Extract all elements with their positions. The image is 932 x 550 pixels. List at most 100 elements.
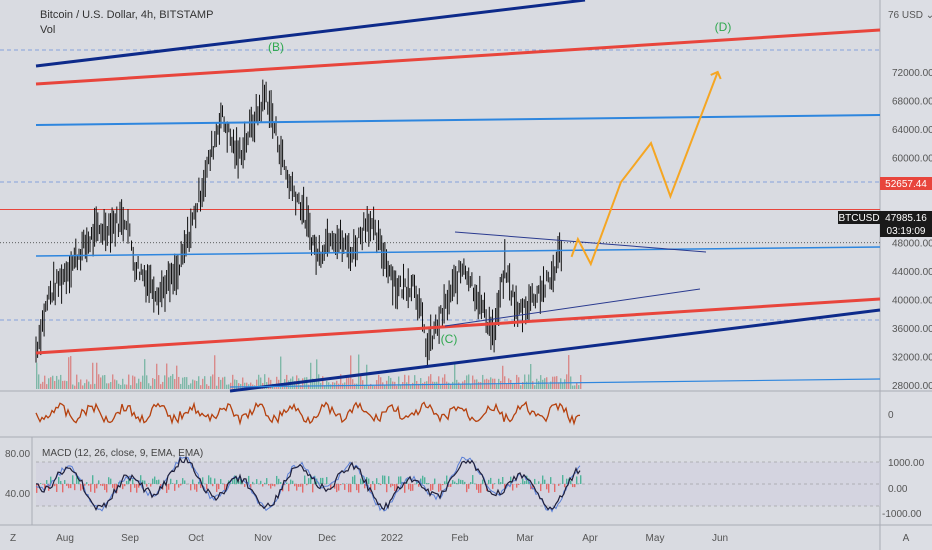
volume-bar bbox=[224, 376, 226, 389]
volume-bar bbox=[372, 385, 374, 389]
volume-bar bbox=[180, 383, 182, 389]
macd-histogram-bar bbox=[580, 475, 582, 484]
volume-bar bbox=[454, 362, 456, 389]
volume-bar bbox=[178, 376, 180, 389]
volume-bar bbox=[564, 379, 566, 389]
volume-bar bbox=[384, 385, 386, 389]
volume-bar bbox=[368, 385, 370, 389]
volume-bar bbox=[146, 375, 148, 389]
volume-bar bbox=[160, 384, 162, 389]
macd-histogram-bar bbox=[570, 480, 572, 484]
volume-bar bbox=[490, 377, 492, 389]
volume-bar bbox=[42, 381, 44, 389]
volume-bar bbox=[234, 379, 236, 389]
macd-histogram-bar bbox=[70, 484, 72, 489]
volume-bar bbox=[566, 374, 568, 389]
volume-bar bbox=[170, 375, 172, 389]
volume-bar bbox=[94, 383, 96, 389]
macd-histogram-bar bbox=[458, 478, 460, 484]
volume-bar bbox=[404, 374, 406, 389]
volume-bar bbox=[118, 383, 120, 389]
volume-bar bbox=[206, 384, 208, 389]
volume-bar bbox=[76, 374, 78, 389]
macd-histogram-bar bbox=[242, 483, 244, 484]
volume-bar bbox=[280, 356, 282, 389]
macd-histogram-bar bbox=[178, 484, 180, 488]
volume-bar bbox=[174, 379, 176, 389]
wave-label-c: (C) bbox=[441, 332, 458, 346]
volume-bar bbox=[236, 379, 238, 389]
volume-bar bbox=[444, 374, 446, 389]
macd-histogram-bar bbox=[54, 484, 56, 487]
macd-histogram-bar bbox=[336, 484, 338, 493]
macd-histogram-bar bbox=[444, 481, 446, 484]
macd-histogram-bar bbox=[256, 479, 258, 484]
volume-bar bbox=[438, 376, 440, 389]
macd-histogram-bar bbox=[554, 484, 556, 493]
volume-bar bbox=[112, 374, 114, 389]
macd-axis-tick-2: 0.00 bbox=[888, 484, 908, 495]
volume-bar bbox=[580, 374, 582, 389]
drawing-lines[interactable] bbox=[35, 0, 881, 393]
volume-bar bbox=[308, 384, 310, 389]
volume-bar bbox=[410, 385, 412, 389]
macd-histogram-bar bbox=[376, 478, 378, 484]
macd-histogram-bar bbox=[288, 484, 290, 492]
macd-histogram-bar bbox=[502, 477, 504, 484]
volume-bar bbox=[72, 384, 74, 389]
time-axis[interactable]: Aug Sep Oct Nov Dec 2022 Feb Mar Apr May Jun bbox=[56, 533, 728, 544]
macd-histogram-bar bbox=[386, 484, 388, 493]
macd-histogram-bar bbox=[312, 484, 314, 493]
volume-bar bbox=[60, 374, 62, 389]
macd-histogram-bar bbox=[190, 484, 192, 491]
volume-bar bbox=[470, 384, 472, 389]
volume-bar bbox=[96, 362, 98, 389]
volume-bar bbox=[458, 382, 460, 389]
auto-scale-button[interactable]: A bbox=[903, 533, 910, 544]
volume-bar bbox=[44, 375, 46, 389]
volume-bar bbox=[148, 383, 150, 389]
macd-histogram-bar bbox=[150, 484, 152, 487]
volume-bar bbox=[238, 383, 240, 389]
volume-bar bbox=[100, 377, 102, 389]
macd-histogram-bar bbox=[518, 484, 520, 486]
volume-bar bbox=[506, 383, 508, 389]
macd-histogram-bar bbox=[66, 484, 68, 486]
macd-pane bbox=[35, 455, 880, 513]
volume-bar bbox=[452, 381, 454, 389]
macd-histogram-bar bbox=[274, 484, 276, 487]
volume-bar bbox=[194, 380, 196, 389]
macd-histogram-bar bbox=[192, 479, 194, 484]
volume-bar bbox=[92, 362, 94, 389]
volume-bar bbox=[352, 379, 354, 389]
timezone-button[interactable]: Z bbox=[10, 533, 16, 544]
volume-bar bbox=[510, 379, 512, 389]
macd-histogram-bar bbox=[126, 480, 128, 484]
volume-bar bbox=[516, 374, 518, 389]
macd-histogram-bar bbox=[438, 484, 440, 492]
volume-bar bbox=[342, 383, 344, 389]
macd-histogram-bar bbox=[194, 484, 196, 490]
volume-bar bbox=[232, 374, 234, 389]
resistance-price-text: 52657.44 bbox=[885, 179, 927, 190]
volume-bar bbox=[548, 384, 550, 389]
macd-histogram-bar bbox=[540, 484, 542, 492]
volume-bar bbox=[176, 365, 178, 389]
volume-bar bbox=[314, 379, 316, 389]
macd-histogram-bar bbox=[432, 484, 434, 490]
price-axis-background bbox=[880, 0, 932, 550]
macd-histogram-bar bbox=[516, 484, 518, 488]
volume-bar bbox=[64, 380, 66, 389]
volume-bar bbox=[300, 384, 302, 389]
macd-histogram-bar bbox=[416, 481, 418, 484]
volume-bar bbox=[526, 381, 528, 389]
macd-histogram-bar bbox=[530, 484, 532, 490]
macd-histogram-bar bbox=[428, 483, 430, 484]
macd-histogram-bar bbox=[136, 484, 138, 493]
macd-histogram-bar bbox=[494, 483, 496, 484]
macd-histogram-bar bbox=[448, 484, 450, 487]
macd-histogram-bar bbox=[510, 476, 512, 484]
macd-histogram-bar bbox=[470, 482, 472, 484]
